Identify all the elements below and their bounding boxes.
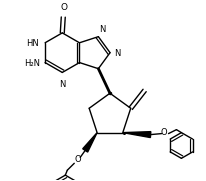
Text: N: N [114, 49, 120, 58]
Text: O: O [61, 3, 68, 12]
Text: HN: HN [26, 39, 39, 48]
Polygon shape [123, 132, 151, 138]
Text: N: N [59, 80, 66, 89]
Text: O: O [75, 155, 82, 164]
Text: H₂N: H₂N [24, 59, 40, 68]
Text: O: O [160, 128, 167, 137]
Polygon shape [83, 133, 97, 152]
Text: N: N [99, 25, 106, 34]
